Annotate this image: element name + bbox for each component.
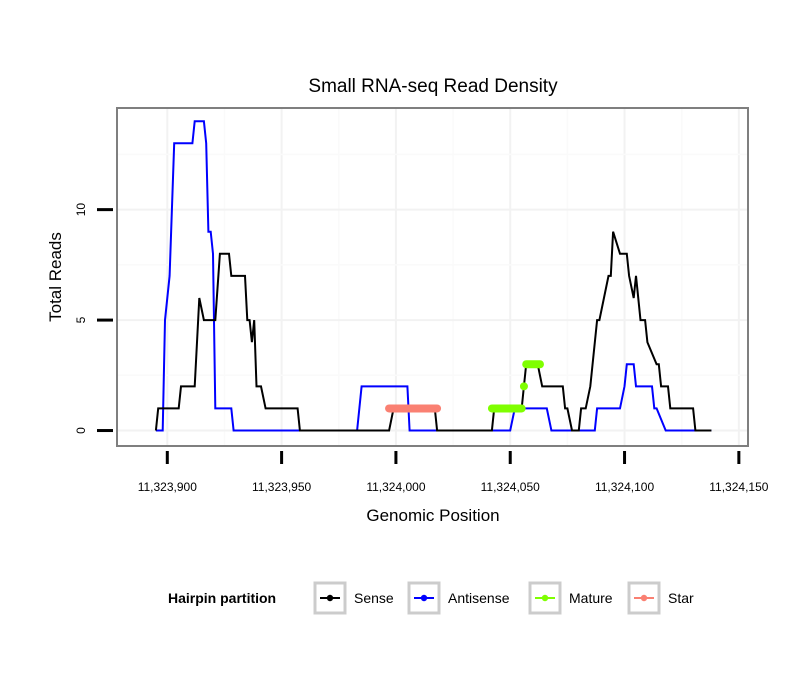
- series-layer: [154, 120, 712, 432]
- y-tick-label: 5: [74, 316, 88, 323]
- x-tick-label: 11,324,050: [481, 480, 540, 494]
- legend-label: Sense: [354, 590, 394, 606]
- chart-title: Small RNA-seq Read Density: [308, 76, 558, 97]
- y-tick-label: 10: [74, 203, 88, 217]
- legend-label: Star: [668, 590, 694, 606]
- x-tick-label: 11,324,150: [709, 480, 768, 494]
- legend-key-point: [541, 594, 549, 602]
- legend-title: Hairpin partition: [168, 590, 276, 606]
- legend-label: Antisense: [448, 590, 510, 606]
- legend-key-point: [326, 594, 334, 602]
- sense-line: [154, 231, 712, 432]
- y-axis: 0 5 10: [74, 203, 113, 434]
- x-tick-label: 11,324,000: [366, 480, 425, 494]
- y-tick-label: 0: [74, 427, 88, 434]
- legend-key-point: [420, 594, 428, 602]
- series-mature: [487, 360, 544, 413]
- plot-panel: [116, 107, 749, 447]
- legend-item-mature: Mature: [528, 581, 613, 615]
- legend-label: Mature: [569, 590, 613, 606]
- x-axis-title: Genomic Position: [366, 506, 499, 525]
- x-axis: 11,323,900 11,323,950 11,324,000 11,324,050…: [138, 451, 769, 494]
- legend-item-sense: Sense: [313, 581, 394, 615]
- legend-item-antisense: Antisense: [407, 581, 510, 615]
- legend-key-point: [640, 594, 648, 602]
- x-tick-label: 11,323,950: [252, 480, 311, 494]
- legend: Hairpin partition Sense Antisense Mature St…: [168, 581, 694, 615]
- y-axis-title: Total Reads: [46, 232, 65, 322]
- x-tick-label: 11,324,100: [595, 480, 654, 494]
- x-tick-label: 11,323,900: [138, 480, 197, 494]
- series-sense: [154, 231, 712, 432]
- mature-point: [519, 382, 528, 391]
- legend-item-star: Star: [627, 581, 694, 615]
